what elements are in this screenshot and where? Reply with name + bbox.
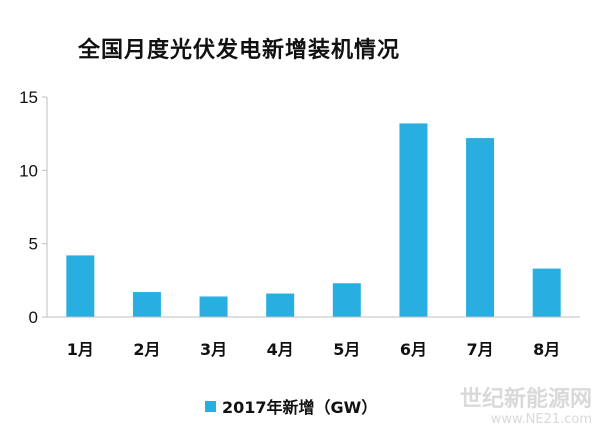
chart-title: 全国月度光伏发电新增装机情况 [78,38,401,63]
x-category-label: 3月 [200,340,227,359]
bar-8 [532,268,561,317]
bar-4 [266,293,295,317]
legend: 2017年新增（GW） [205,394,377,418]
x-category-label: 8月 [533,340,560,359]
x-axis-labels: 1月 2月 3月 4月 5月 6月 7月 8月 [67,340,561,359]
legend-swatch [205,400,216,412]
x-category-label: 4月 [267,340,294,359]
x-category-label: 6月 [400,340,427,359]
watermark-url: www.NE21.com [490,412,592,427]
bar-2 [132,292,161,317]
y-tick-label: 5 [29,235,38,254]
y-axis-ticks: 0 5 10 15 [19,88,47,327]
x-category-label: 2月 [133,340,160,359]
x-category-label: 5月 [333,340,360,359]
watermark-site-name: 世纪新能源网 [459,387,592,412]
x-category-label: 1月 [67,340,94,359]
bar-5 [332,283,361,317]
y-tick-label: 10 [19,161,38,180]
y-tick-label: 0 [29,308,38,327]
watermark: 世纪新能源网 www.NE21.com [459,387,592,427]
legend-label: 2017年新增（GW） [222,398,378,417]
x-category-label: 7月 [466,340,493,359]
bar-6 [399,123,428,318]
bar-7 [466,138,495,317]
bar-3 [199,296,228,317]
bar-1 [66,255,95,317]
y-tick-label: 15 [19,88,38,107]
bars-group [66,123,561,318]
